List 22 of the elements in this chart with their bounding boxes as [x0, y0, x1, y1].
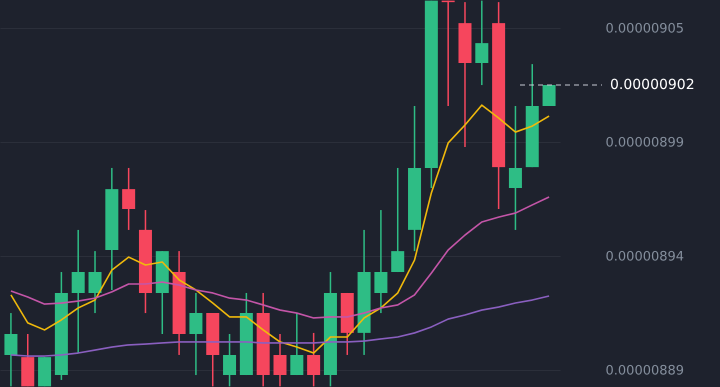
- y-tick-label: 0.00000905: [606, 21, 684, 36]
- candlestick: [307, 332, 320, 387]
- candlestick: [88, 250, 102, 314]
- candlestick: [4, 312, 18, 387]
- candlestick: [442, 0, 455, 107]
- candlestick: [274, 333, 286, 387]
- candlestick: [542, 85, 556, 106]
- y-tick-label: 0.00000889: [606, 363, 684, 378]
- candlestick: [290, 312, 304, 376]
- line-series: [10, 104, 550, 354]
- candlestick: [508, 105, 522, 231]
- line-series: [10, 196, 550, 319]
- y-tick-label: 0.00000894: [606, 250, 684, 265]
- candlestick: [72, 229, 85, 354]
- candlestick: [475, 0, 488, 86]
- ref-line-label: 0.00000902: [610, 77, 695, 94]
- y-tick-label: 0.00000899: [606, 136, 684, 151]
- candlestick: [391, 167, 404, 273]
- candlestick: [374, 209, 388, 314]
- candlestick: [122, 167, 136, 231]
- candlestick: [223, 333, 236, 387]
- candlestick: [189, 292, 202, 376]
